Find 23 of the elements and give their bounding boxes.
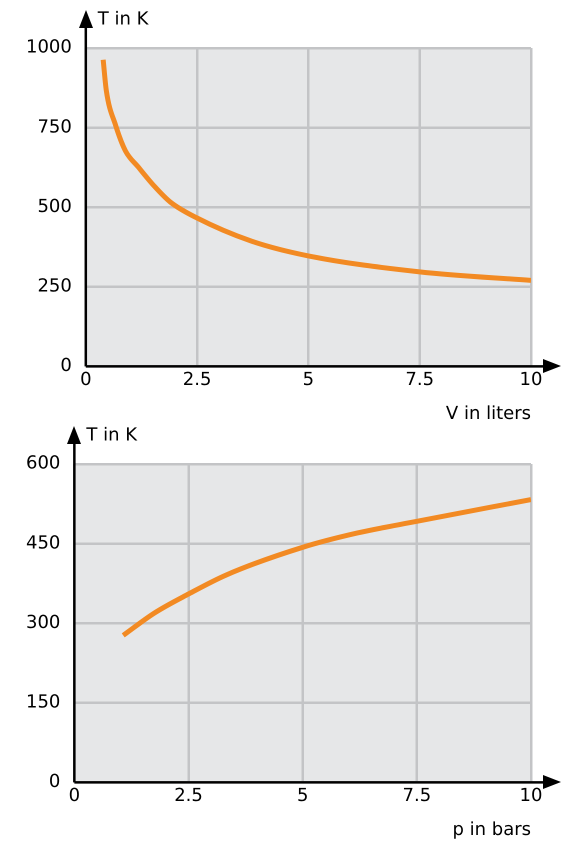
y-tick-label: 1000	[26, 36, 72, 58]
y-tick-label: 500	[37, 196, 72, 217]
y-tick-label: 0	[48, 771, 60, 792]
x-tick-label: 7.5	[402, 784, 432, 806]
y-tick-label: 300	[26, 612, 60, 633]
x-tick-label: 0	[80, 368, 92, 390]
y-axis-title: T in K	[96, 8, 150, 30]
x-tick-label: 10	[520, 368, 542, 390]
x-tick-label: 5	[302, 368, 314, 390]
x-tick-label: 5	[296, 784, 308, 806]
y-tick-label: 600	[26, 452, 60, 474]
y-tick-label: 0	[60, 355, 72, 376]
y-tick-label: 750	[37, 116, 72, 138]
y-axis-title: T in K	[85, 424, 138, 446]
x-tick-label: 7.5	[405, 368, 434, 390]
y-tick-label: 150	[26, 691, 60, 712]
x-axis-title: V in liters	[446, 403, 531, 424]
y-tick-label: 450	[26, 532, 60, 554]
x-tick-label: 10	[520, 784, 542, 806]
y-tick-label: 250	[37, 275, 72, 296]
x-axis-title: p in bars	[452, 819, 531, 840]
x-tick-label: 2.5	[182, 368, 212, 390]
x-tick-label: 2.5	[174, 784, 203, 806]
